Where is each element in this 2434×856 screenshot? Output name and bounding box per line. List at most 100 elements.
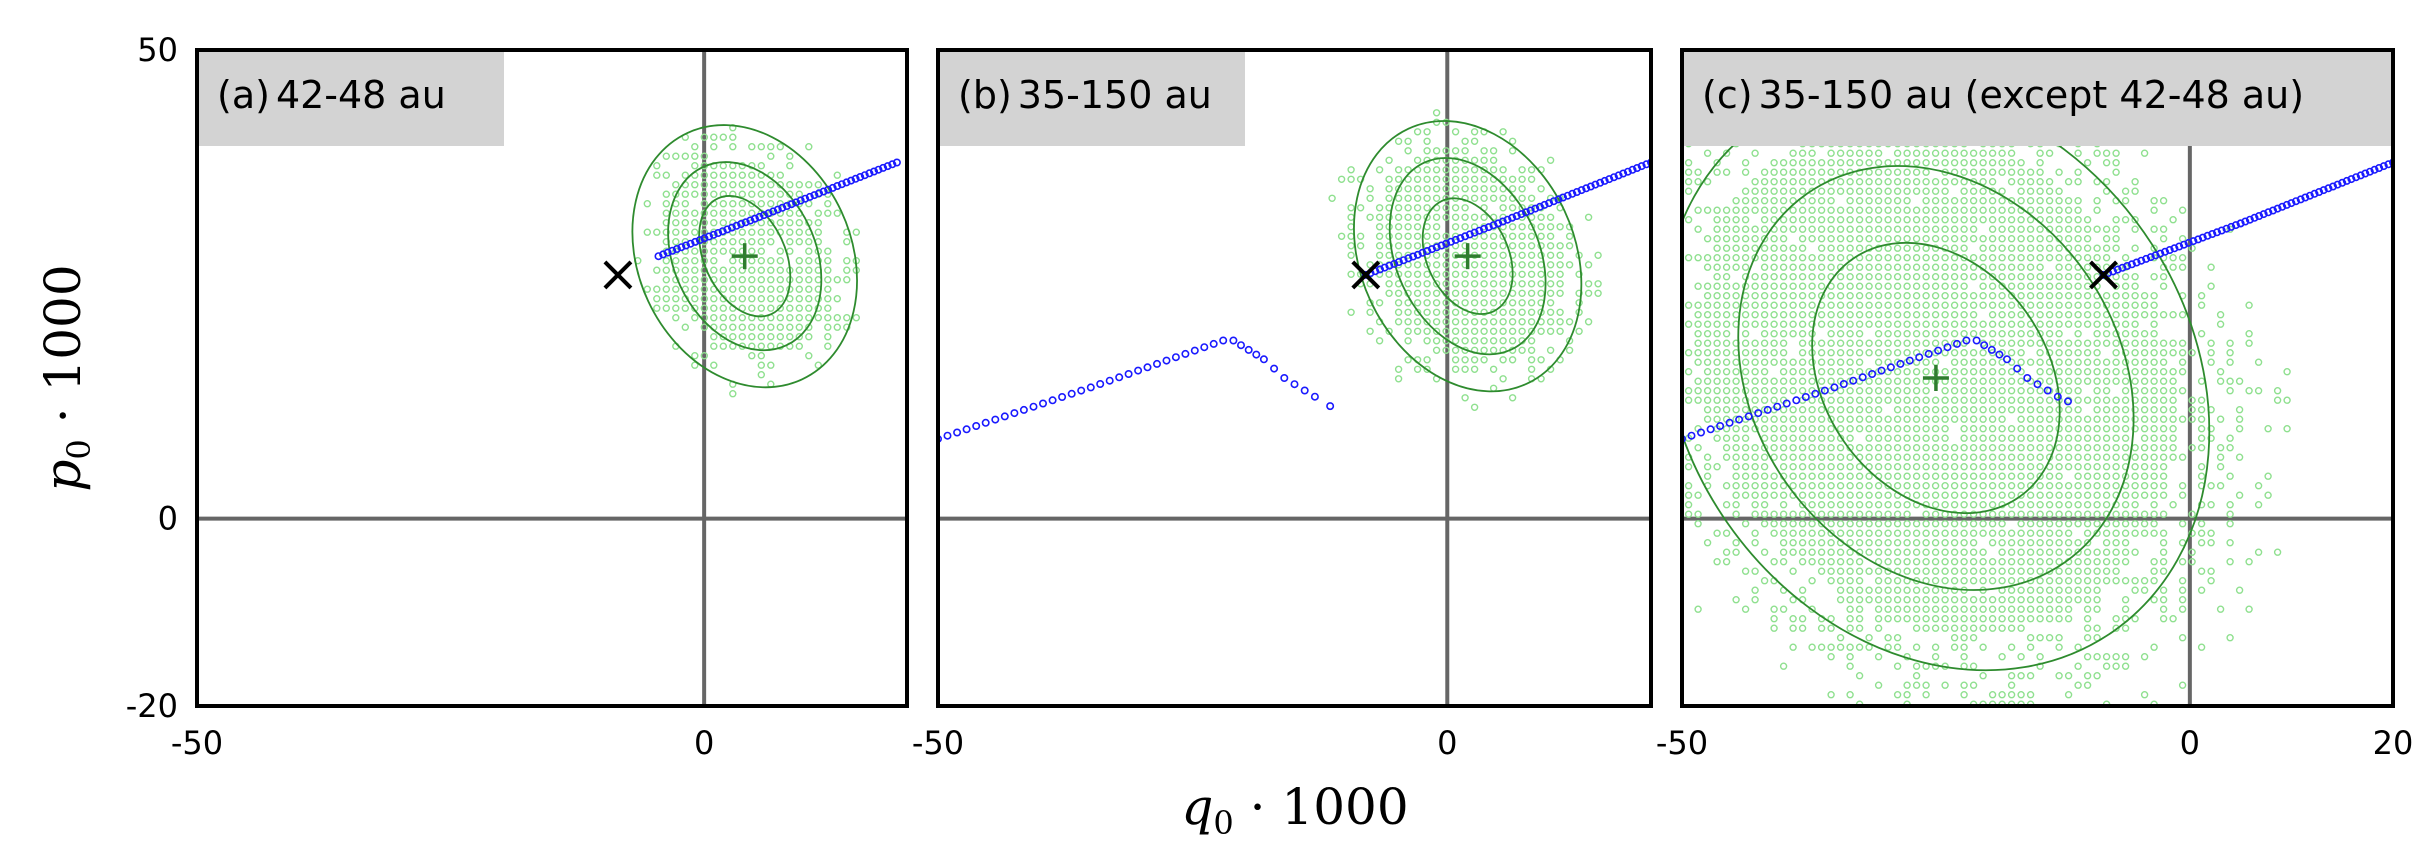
green-point: [1779, 453, 1788, 461]
green-point: [2045, 415, 2054, 423]
green-point: [757, 247, 765, 255]
blue-point: [991, 415, 1000, 424]
green-point: [2083, 520, 2092, 528]
green-point: [767, 285, 775, 293]
green-point: [2150, 273, 2158, 281]
green-point: [1969, 529, 1978, 537]
green-point: [1912, 254, 1921, 262]
green-point: [2131, 415, 2139, 423]
green-point: [1508, 204, 1517, 212]
green-point: [1499, 375, 1507, 383]
green-point: [1941, 225, 1949, 233]
green-point: [1732, 406, 1740, 414]
green-point: [1556, 242, 1564, 250]
green-point: [2150, 396, 2158, 404]
green-point: [1922, 339, 1930, 347]
green-point: [1489, 318, 1498, 326]
green-point: [2074, 177, 2082, 186]
green-point: [1451, 289, 1460, 297]
green-point: [1931, 225, 1940, 233]
green-point: [1527, 251, 1536, 260]
green-point: [2226, 634, 2234, 642]
green-point: [2216, 377, 2225, 385]
green-point: [1423, 327, 1431, 335]
green-point: [2150, 368, 2158, 376]
green-point: [1903, 254, 1911, 262]
green-point: [2102, 453, 2111, 461]
green-point: [1741, 158, 1750, 167]
green-point: [1451, 308, 1460, 316]
blue-point: [764, 209, 773, 218]
blue-point: [1143, 363, 1152, 372]
green-point: [1827, 520, 1835, 528]
green-point: [2150, 406, 2158, 414]
green-point: [2036, 520, 2044, 528]
green-point: [1703, 320, 1712, 328]
green-point: [1960, 653, 1968, 661]
green-point: [1722, 254, 1731, 262]
green-point: [1846, 368, 1854, 376]
green-point: [1808, 282, 1816, 290]
green-point: [1922, 453, 1930, 461]
green-point: [1760, 368, 1769, 376]
green-point: [1394, 299, 1403, 307]
green-point: [738, 218, 746, 227]
green-point: [1827, 292, 1835, 300]
green-point: [1979, 301, 1987, 309]
green-point: [1770, 263, 1778, 271]
green-point: [1798, 406, 1807, 414]
green-point: [2112, 368, 2120, 376]
green-point: [653, 171, 661, 179]
green-point: [2150, 358, 2158, 366]
green-point: [1385, 270, 1393, 278]
green-point: [1846, 339, 1854, 347]
green-point: [1461, 289, 1469, 297]
green-point: [2159, 349, 2168, 357]
blue-point: [888, 160, 897, 169]
green-point: [2026, 463, 2035, 471]
green-point: [1508, 185, 1517, 193]
green-point: [2007, 510, 2016, 518]
green-point: [2074, 406, 2082, 414]
green-point: [1798, 529, 1807, 537]
green-point: [1470, 242, 1479, 250]
green-point: [1779, 377, 1788, 385]
green-point: [1451, 346, 1460, 354]
green-point: [1713, 244, 1721, 252]
green-point: [1950, 634, 1959, 642]
green-point: [1836, 244, 1845, 252]
density-contour-2: [1737, 165, 2135, 591]
green-point: [2226, 339, 2234, 347]
green-point: [2094, 730, 2100, 736]
green-point: [729, 133, 737, 141]
green-point: [2093, 472, 2101, 480]
green-point: [1741, 605, 1750, 613]
green-point: [2178, 634, 2187, 642]
green-point: [1998, 244, 2006, 252]
green-point: [719, 199, 727, 208]
green-point: [1855, 624, 1864, 632]
green-point: [1432, 289, 1441, 297]
green-point: [1713, 415, 1721, 423]
green-point: [1865, 539, 1873, 547]
green-point: [1903, 472, 1911, 480]
green-point: [748, 237, 756, 246]
blue-point: [2013, 364, 2022, 373]
green-point: [1817, 529, 1826, 537]
green-point: [2150, 567, 2158, 575]
green-point: [681, 257, 689, 265]
green-point: [1366, 194, 1374, 203]
green-point: [2188, 444, 2196, 452]
green-point: [1960, 491, 1968, 499]
green-point: [2169, 349, 2177, 357]
blue-point: [1390, 259, 1399, 268]
green-point: [1846, 491, 1854, 499]
green-point: [1847, 711, 1853, 717]
green-point: [2074, 596, 2082, 604]
green-point: [1751, 596, 1759, 604]
green-point: [2036, 149, 2044, 157]
green-point: [691, 257, 699, 265]
blue-point: [1858, 373, 1867, 382]
density-contour-1: [1421, 197, 1514, 315]
green-point: [1741, 453, 1750, 461]
